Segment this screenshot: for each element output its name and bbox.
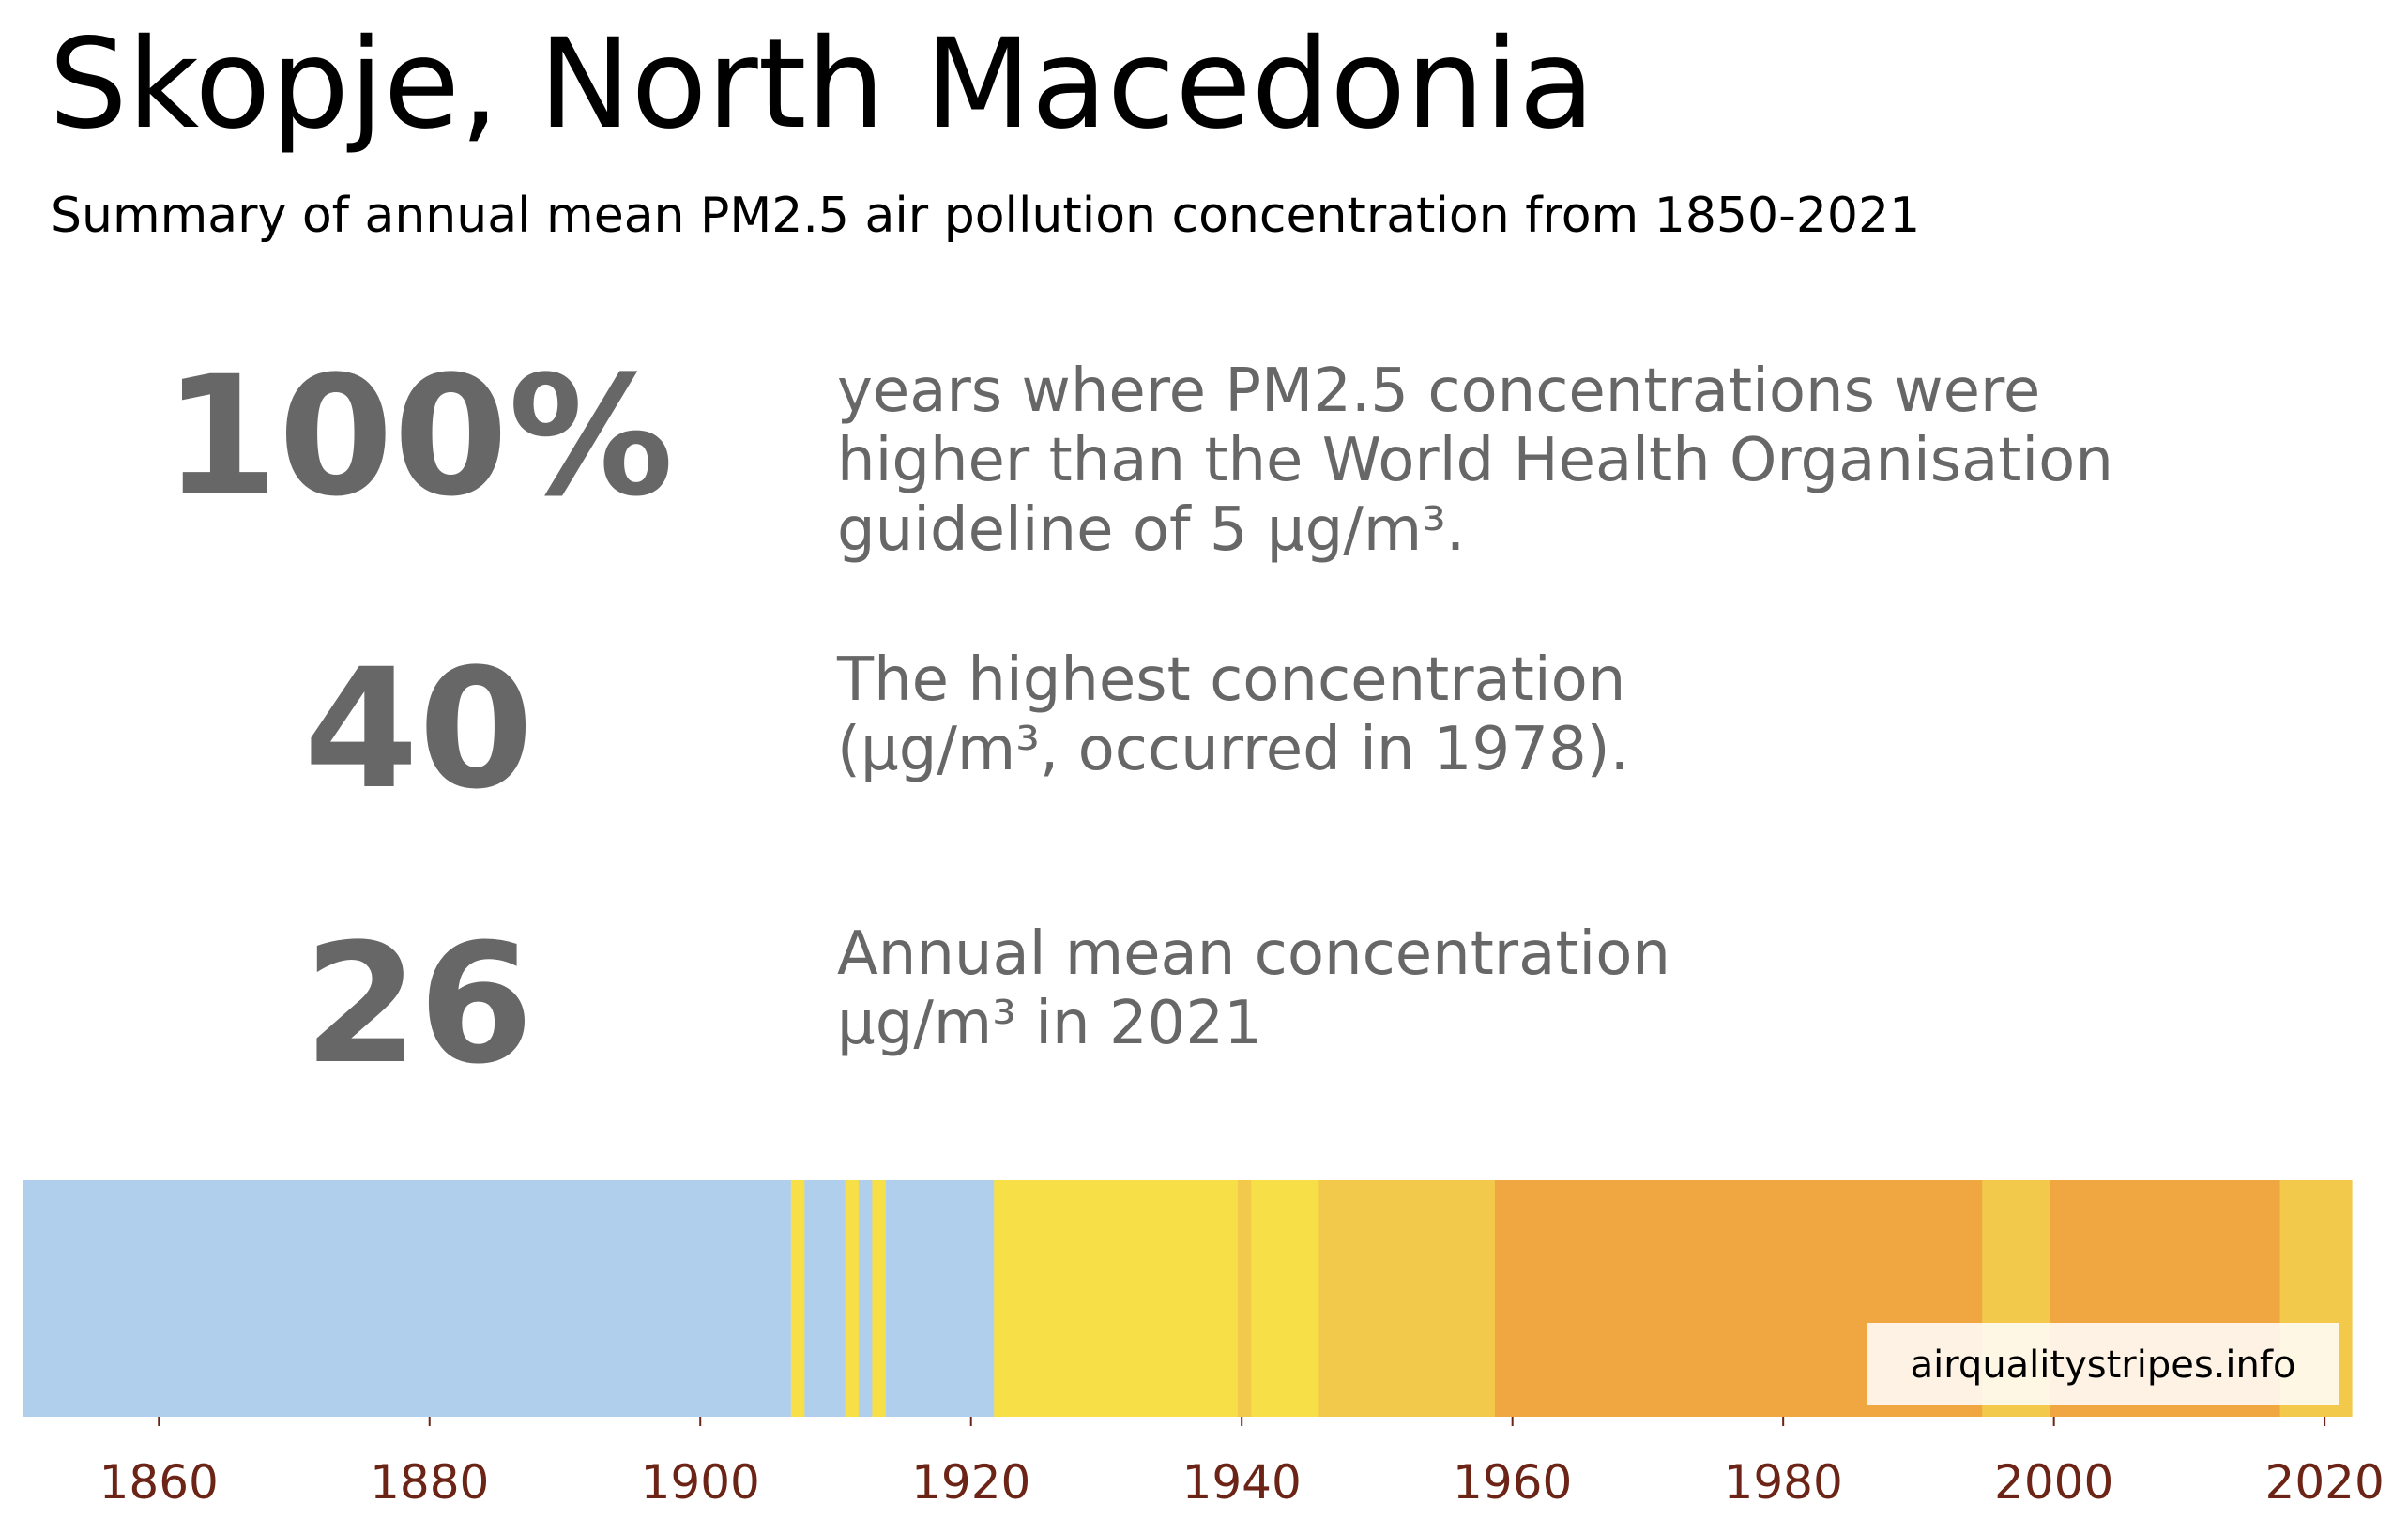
x-tick-label: 2000 <box>1994 1455 2113 1510</box>
stat-value-highest: 40 <box>303 633 534 826</box>
stripe-segment <box>885 1180 995 1417</box>
stat-description-line: The highest concentration <box>837 645 1626 715</box>
stat-description-exceedance: years where PM2.5 concentrations were hi… <box>837 357 2113 565</box>
stat-value-latest: 26 <box>303 908 534 1101</box>
page-subtitle: Summary of annual mean PM2.5 air polluti… <box>51 188 1921 244</box>
stat-description-line: years where PM2.5 concentrations were <box>837 357 2041 426</box>
x-tick-label: 1920 <box>911 1455 1030 1510</box>
stripe-segment <box>845 1180 860 1417</box>
stat-description-latest: Annual mean concentration µg/m³ in 2021 <box>837 919 1670 1058</box>
stripe-segment <box>1251 1180 1320 1417</box>
x-tick-label: 1900 <box>641 1455 760 1510</box>
stat-description-line: (µg/m³, occurred in 1978). <box>837 715 1629 784</box>
stat-description-highest: The highest concentration (µg/m³, occurr… <box>837 645 1629 784</box>
stripe-segment <box>858 1180 874 1417</box>
stat-description-line: Annual mean concentration <box>837 919 1670 989</box>
stripe-segment <box>1237 1180 1252 1417</box>
stat-description-line: higher than the World Health Organisatio… <box>837 426 2113 495</box>
stat-description-line: µg/m³ in 2021 <box>837 989 1262 1058</box>
x-tick-label: 1940 <box>1182 1455 1302 1510</box>
stripe-segment <box>1318 1180 1496 1417</box>
x-tick-label: 1960 <box>1453 1455 1572 1510</box>
stat-description-line: guideline of 5 µg/m³. <box>837 495 1466 565</box>
stripe-segment <box>23 1180 792 1417</box>
x-tick-label: 1980 <box>1724 1455 1843 1510</box>
watermark-text: airqualitystripes.info <box>1911 1343 2296 1387</box>
x-tick-label: 1880 <box>370 1455 489 1510</box>
watermark-box <box>1867 1323 2339 1405</box>
x-tick-label: 2020 <box>2265 1455 2385 1510</box>
stripe-segment <box>790 1180 805 1417</box>
stat-value-exceedance: 100% <box>163 341 674 533</box>
page-title: Skopje, North Macedonia <box>49 12 1595 157</box>
stripe-segment <box>872 1180 887 1417</box>
stripe-segment <box>804 1180 846 1417</box>
x-axis-ticks: 1860 1880 1900 1920 1940 1960 1980 2000 2020 <box>99 1417 2385 1510</box>
x-tick-label: 1860 <box>99 1455 219 1510</box>
stripe-segment <box>994 1180 1239 1417</box>
